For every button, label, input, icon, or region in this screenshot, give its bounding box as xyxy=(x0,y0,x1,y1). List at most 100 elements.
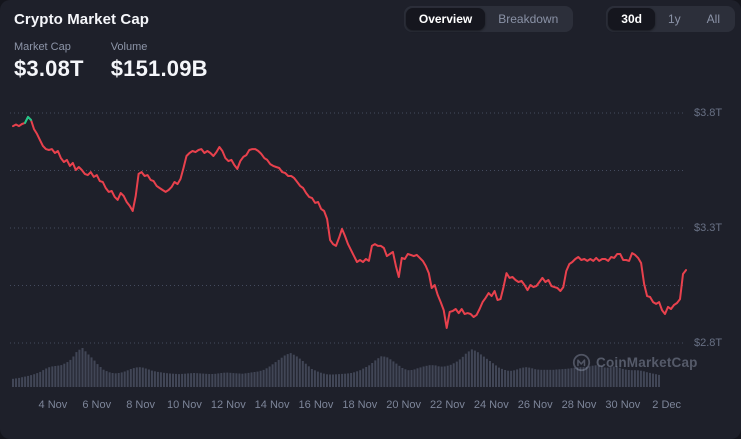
volume-bar xyxy=(434,365,437,387)
volume-bar xyxy=(504,370,507,387)
volume-bar xyxy=(425,365,428,387)
x-axis-label: 18 Nov xyxy=(342,399,378,411)
volume-bar xyxy=(108,372,111,387)
volume-bar xyxy=(322,373,325,387)
volume-bar xyxy=(147,369,150,387)
volume-bar xyxy=(582,367,585,387)
volume-bar xyxy=(319,372,322,387)
volume-bar xyxy=(102,369,105,387)
volume-bar xyxy=(597,365,600,387)
volume-bar xyxy=(223,372,226,387)
volume-bar xyxy=(437,366,440,387)
volume-bar xyxy=(262,369,265,387)
volume-bar xyxy=(344,373,347,387)
range-1y[interactable]: 1y xyxy=(655,8,694,30)
volume-bar xyxy=(473,350,476,387)
volume-bar xyxy=(410,370,413,387)
x-axis-label: 22 Nov xyxy=(430,399,465,411)
volume-bar xyxy=(383,356,386,387)
volume-bar xyxy=(144,368,147,387)
volume-bar xyxy=(229,372,232,387)
volume-bar xyxy=(618,367,621,387)
volume-bar xyxy=(326,374,328,387)
volume-bar xyxy=(570,368,573,387)
volume-bar xyxy=(126,370,129,387)
volume-bar xyxy=(540,369,543,387)
market-cap-chart[interactable] xyxy=(0,96,741,439)
volume-bar xyxy=(371,363,374,387)
volume-bar xyxy=(600,366,603,387)
volume-bar xyxy=(208,374,211,387)
volume-bar xyxy=(440,366,443,387)
volume-bar xyxy=(21,377,24,387)
volume-bar xyxy=(576,367,579,387)
volume-bar xyxy=(335,374,337,387)
page-title: Crypto Market Cap xyxy=(14,11,150,28)
volume-bar xyxy=(561,369,564,387)
volume-bar xyxy=(458,359,461,387)
view-tab-group: Overview Breakdown xyxy=(403,6,574,32)
tab-overview[interactable]: Overview xyxy=(405,8,486,30)
volume-bar xyxy=(271,364,274,387)
volume-bar xyxy=(428,365,431,387)
volume-bar xyxy=(57,365,60,387)
volume-bar xyxy=(93,360,96,387)
volume-bar xyxy=(295,356,298,387)
volume-bar xyxy=(150,370,153,387)
y-axis-label: $3.8T xyxy=(694,107,723,119)
volume-bar xyxy=(398,365,401,387)
volume-bar xyxy=(280,357,283,387)
volume-bar xyxy=(217,373,220,387)
volume-bar xyxy=(558,369,561,387)
volume-bar xyxy=(117,373,120,387)
volume-bar xyxy=(606,367,609,387)
volume-bar xyxy=(193,373,196,387)
volume-bar xyxy=(416,368,419,387)
volume-bar xyxy=(39,371,42,387)
volume-bar xyxy=(341,373,344,387)
stats-row: Market Cap $3.08T Volume $151.09B xyxy=(14,41,208,82)
volume-bar xyxy=(298,358,301,387)
volume-bar xyxy=(301,361,304,387)
volume-bar xyxy=(238,373,241,387)
tab-breakdown[interactable]: Breakdown xyxy=(485,8,571,30)
volume-bar xyxy=(470,349,473,387)
range-tab-group: 30d 1y All xyxy=(606,6,735,32)
volume-bar xyxy=(268,366,271,387)
range-all[interactable]: All xyxy=(694,8,733,30)
volume-bar xyxy=(407,370,410,387)
volume-bar xyxy=(87,354,90,387)
x-axis-label: 12 Nov xyxy=(210,399,246,411)
volume-bar xyxy=(573,367,576,387)
x-axis-label: 4 Nov xyxy=(38,399,68,411)
market-cap-line-green-segment xyxy=(24,115,32,124)
volume-bar xyxy=(627,370,630,387)
market-cap-label: Market Cap xyxy=(14,41,71,53)
volume-bar xyxy=(501,368,503,387)
volume-bar xyxy=(555,369,558,387)
volume-bar xyxy=(235,373,238,387)
volume-bar xyxy=(531,368,534,387)
volume-bar xyxy=(24,376,27,387)
volume-bar xyxy=(492,363,494,387)
volume-bar xyxy=(78,349,81,387)
volume-bar xyxy=(476,352,479,387)
volume-bar xyxy=(247,372,250,387)
volume-bar xyxy=(220,373,223,387)
volume-bar xyxy=(265,368,268,387)
volume-bar xyxy=(338,374,340,387)
volume-bar xyxy=(591,365,594,387)
volume-bar xyxy=(652,373,654,387)
chart-controls: Overview Breakdown 30d 1y All xyxy=(403,6,735,32)
volume-bar xyxy=(404,369,407,387)
volume-bar xyxy=(567,368,570,387)
volume-bar xyxy=(537,369,540,387)
volume-bar xyxy=(624,369,627,387)
x-axis-label: 8 Nov xyxy=(126,399,155,411)
volume-bar xyxy=(163,372,165,387)
volume-bar xyxy=(353,372,356,387)
range-30d[interactable]: 30d xyxy=(608,8,655,30)
volume-bar xyxy=(350,373,353,387)
volume-bar xyxy=(175,373,177,387)
